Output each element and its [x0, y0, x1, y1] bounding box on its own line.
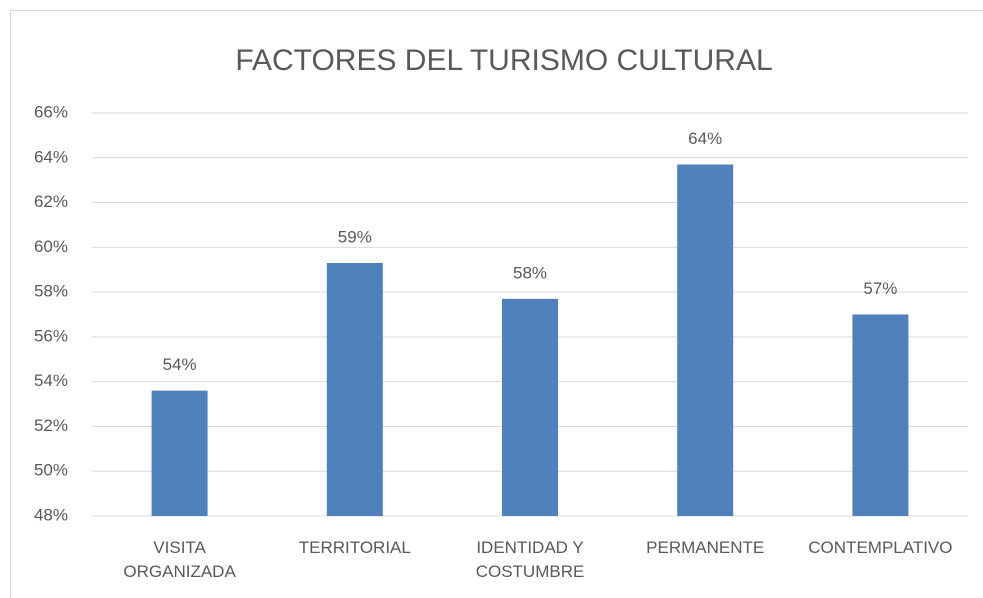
x-tick-label-box: PERMANENTE — [646, 538, 765, 557]
y-tick-label: 54% — [34, 371, 68, 390]
x-tick-label-box: VISITA ORGANIZADA — [123, 538, 236, 581]
x-tick-label-box: TERRITORIAL — [298, 538, 411, 557]
bar — [677, 164, 734, 516]
data-label: 54% — [163, 355, 197, 374]
x-tick-label: IDENTIDAD Y COSTUMBRE — [475, 538, 585, 581]
x-tick-label: PERMANENTE — [646, 538, 765, 557]
x-tick-label: VISITA ORGANIZADA — [123, 538, 236, 581]
y-tick-label: 52% — [34, 416, 68, 435]
y-tick-label: 56% — [34, 326, 68, 345]
x-tick-label: TERRITORIAL — [298, 538, 411, 557]
data-label: 58% — [513, 263, 547, 282]
bar — [326, 263, 383, 516]
bar — [502, 298, 558, 516]
chart-title: FACTORES DEL TURISMO CULTURAL — [235, 44, 772, 77]
y-tick-label: 50% — [34, 461, 68, 480]
bar — [151, 390, 208, 516]
bar — [852, 314, 909, 516]
y-tick-label: 62% — [34, 192, 68, 211]
x-tick-label: CONTEMPLATIVO — [808, 538, 953, 557]
y-tick-label: 66% — [34, 102, 68, 121]
y-tick-label: 64% — [34, 147, 68, 166]
data-label: 64% — [688, 129, 722, 148]
chart-border — [10, 10, 983, 598]
data-label: 57% — [863, 279, 897, 298]
y-tick-label: 60% — [34, 237, 68, 256]
y-tick-label: 58% — [34, 282, 68, 301]
data-label: 59% — [338, 227, 372, 246]
y-tick-label: 48% — [34, 505, 68, 524]
x-tick-label-box: IDENTIDAD Y COSTUMBRE — [475, 538, 585, 581]
x-tick-label-box: CONTEMPLATIVO — [808, 538, 953, 557]
